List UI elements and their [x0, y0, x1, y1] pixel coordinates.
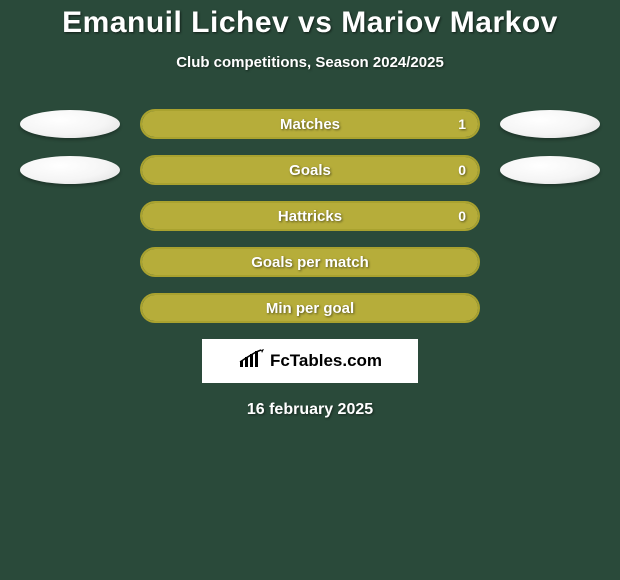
stat-row: Hattricks0: [0, 201, 620, 231]
stat-bar: Hattricks0: [140, 201, 480, 231]
player-left-avatar: [20, 156, 120, 184]
date: 16 february 2025: [0, 401, 620, 419]
stat-label: Goals: [142, 157, 478, 183]
player-right-avatar: [500, 156, 600, 184]
page-title: Emanuil Lichev vs Mariov Markov: [0, 6, 620, 40]
comparison-infographic: Emanuil Lichev vs Mariov Markov Club com…: [0, 0, 620, 419]
stat-label: Matches: [142, 111, 478, 137]
player-right-avatar: [500, 110, 600, 138]
stat-bar: Goals per match: [140, 247, 480, 277]
brand-badge[interactable]: FcTables.com: [202, 339, 418, 383]
stat-value-right: 0: [446, 203, 478, 229]
brand-text: FcTables.com: [270, 351, 382, 371]
stat-bar: Min per goal: [140, 293, 480, 323]
subtitle: Club competitions, Season 2024/2025: [0, 54, 620, 71]
stat-row: Min per goal: [0, 293, 620, 323]
stat-label: Goals per match: [142, 249, 478, 275]
stat-bar: Goals0: [140, 155, 480, 185]
stat-bar: Matches1: [140, 109, 480, 139]
stats-rows: Matches1Goals0Hattricks0Goals per matchM…: [0, 109, 620, 323]
stat-label: Hattricks: [142, 203, 478, 229]
stat-value-right: 0: [446, 157, 478, 183]
player-left-avatar: [20, 110, 120, 138]
stat-value-right: 1: [446, 111, 478, 137]
stat-row: Matches1: [0, 109, 620, 139]
stat-label: Min per goal: [142, 295, 478, 321]
chart-icon: [238, 349, 266, 374]
stat-row: Goals per match: [0, 247, 620, 277]
stat-row: Goals0: [0, 155, 620, 185]
